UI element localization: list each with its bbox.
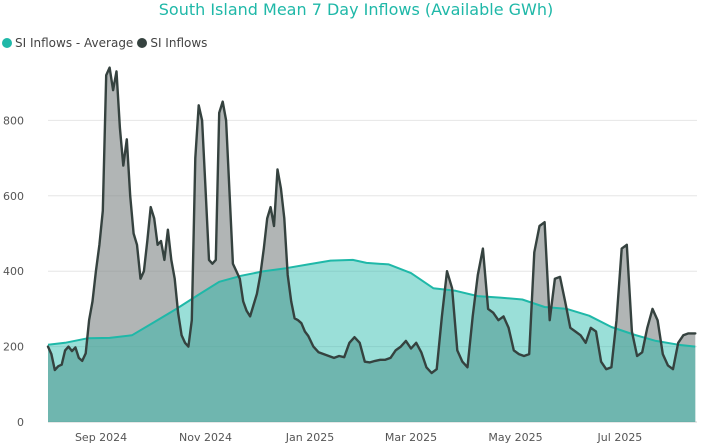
- y-tick-label-200: 200: [3, 341, 24, 354]
- series-line-si-inflows-average: [47, 258, 696, 348]
- legend-label-average: SI Inflows - Average: [15, 36, 134, 50]
- chart-title: South Island Mean 7 Day Inflows (Availab…: [158, 0, 554, 19]
- legend-swatch-inflows: [137, 38, 148, 48]
- legend: SI Inflows - Average SI Inflows: [2, 35, 211, 51]
- x-tick-label-0: Sep 2024: [75, 431, 127, 444]
- y-tick-label-600: 600: [3, 190, 24, 203]
- y-tick-label-800: 800: [3, 114, 24, 127]
- legend-item-average[interactable]: SI Inflows - Average: [2, 36, 133, 50]
- series-area-si-inflows-average: [48, 259, 696, 422]
- legend-label-inflows: SI Inflows: [150, 36, 208, 50]
- series-area-si-inflows: [48, 67, 696, 422]
- x-tick-label-4: May 2025: [488, 431, 542, 444]
- x-tick-label-2: Jan 2025: [285, 431, 334, 444]
- x-tick-label-3: Mar 2025: [385, 431, 437, 444]
- legend-item-inflows[interactable]: SI Inflows: [137, 36, 207, 50]
- x-tick-label-1: Nov 2024: [179, 431, 232, 444]
- series-line-si-inflows: [46, 66, 697, 375]
- y-tick-label-0: 0: [17, 416, 24, 429]
- x-tick-label-5: Jul 2025: [597, 431, 643, 444]
- y-tick-label-400: 400: [3, 265, 24, 278]
- legend-swatch-average: [2, 38, 12, 48]
